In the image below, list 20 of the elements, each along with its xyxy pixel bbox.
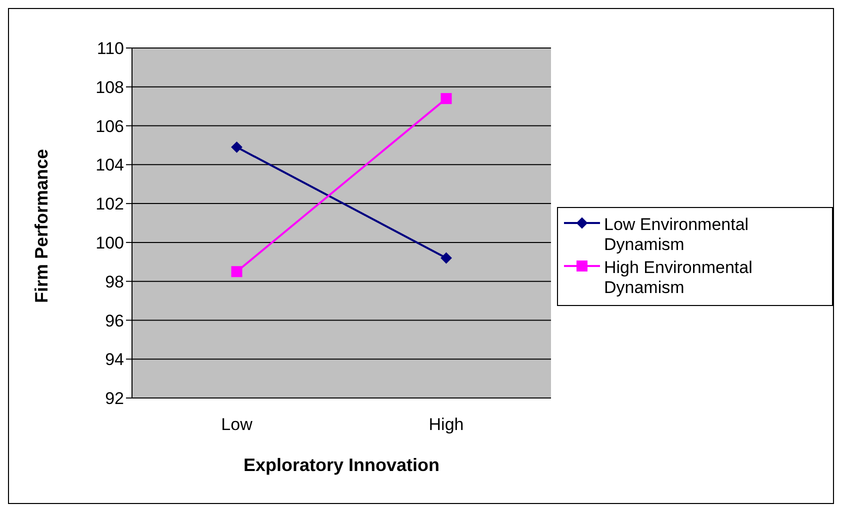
y-tick-label: 94 (105, 350, 124, 370)
legend-label: Low Environmental Dynamism (604, 214, 750, 254)
y-tick-label: 96 (105, 311, 124, 330)
x-axis-title: Exploratory Innovation (243, 454, 440, 475)
y-tick-label: 100 (96, 233, 124, 252)
y-tick-label: 92 (105, 389, 124, 408)
legend-label: High Environmental Dynamism (604, 258, 754, 298)
point (440, 93, 452, 104)
y-tick-label: 102 (96, 194, 124, 214)
y-axis-title: Firm Performance (31, 148, 52, 303)
point (440, 252, 452, 264)
y-tick-label: 104 (96, 156, 124, 175)
point (231, 142, 242, 153)
x-tick-label: Low (221, 415, 254, 434)
point (231, 266, 242, 278)
y-tick-label: 108 (96, 78, 124, 97)
y-tick-label: 110 (96, 39, 124, 58)
y-tick-label: 98 (105, 272, 124, 292)
x-tick-label: High (428, 415, 464, 434)
y-tick-label: 106 (96, 116, 124, 136)
